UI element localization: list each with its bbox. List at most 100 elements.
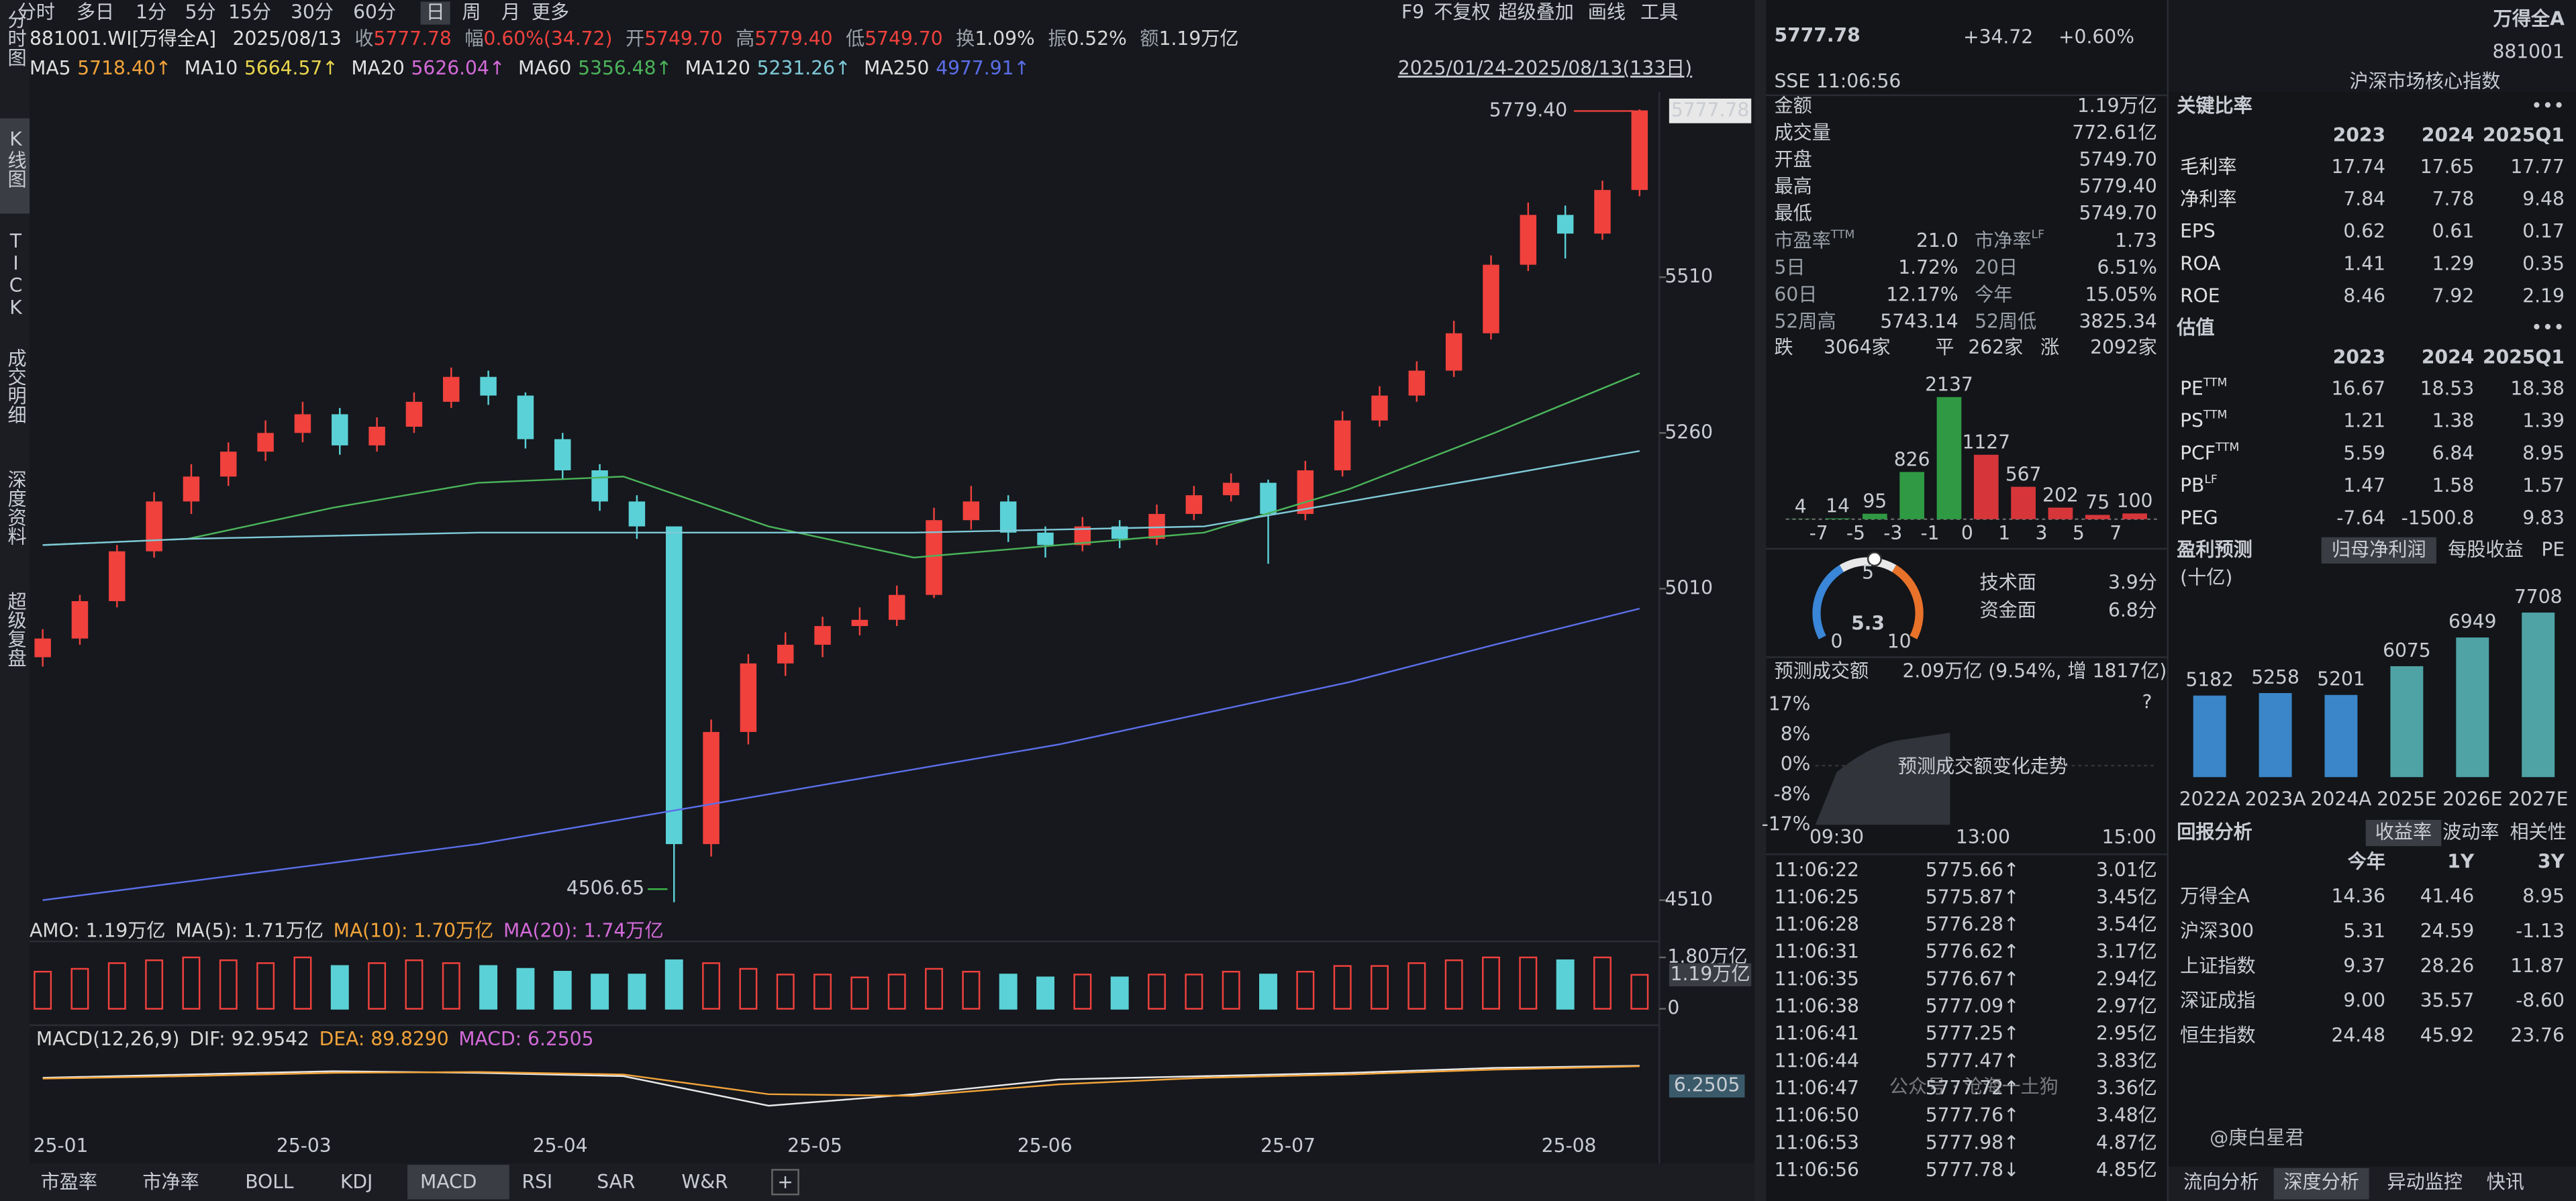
x-tick-label: 25-04 bbox=[533, 1135, 588, 1157]
forecast-tab[interactable]: 每股收益 bbox=[2448, 538, 2524, 560]
candle-body bbox=[257, 433, 274, 452]
help-icon[interactable]: ? bbox=[2142, 691, 2152, 713]
tick-time: 11:06:47 bbox=[1775, 1077, 1859, 1099]
score-label: 资金面 bbox=[1979, 599, 2036, 621]
candle-body bbox=[1483, 264, 1499, 333]
bar bbox=[2048, 507, 2073, 519]
period-tab[interactable]: 更多 bbox=[532, 1, 569, 23]
tool-button[interactable]: 工具 bbox=[1640, 1, 1678, 23]
more-button[interactable]: ••• bbox=[2531, 95, 2565, 117]
period-tab[interactable]: 15分 bbox=[228, 1, 271, 23]
cell: 28.26 bbox=[2420, 955, 2475, 977]
returns-tab[interactable]: 波动率 bbox=[2442, 821, 2499, 843]
panel-tab[interactable]: 异动监控 bbox=[2387, 1171, 2463, 1193]
stat-label-part: 今年 bbox=[1975, 283, 2012, 305]
period-tab[interactable]: 60分 bbox=[353, 1, 396, 23]
panel-tab[interactable]: 深度分析 bbox=[2283, 1171, 2359, 1193]
volume-bar bbox=[887, 974, 906, 1010]
cell: -1.13 bbox=[2516, 920, 2565, 942]
candle-body bbox=[1297, 470, 1314, 514]
exchange-time: SSE 11:06:56 bbox=[1775, 70, 1901, 92]
data-label: 202 bbox=[2042, 484, 2079, 506]
add-tab[interactable] bbox=[771, 1169, 799, 1196]
price-tag-label: 5777.78 bbox=[1671, 99, 1749, 121]
column-header: 1Y bbox=[2447, 851, 2475, 873]
volume-bar bbox=[813, 974, 832, 1010]
period-tab[interactable]: 1分 bbox=[136, 1, 166, 23]
side-bottom-bar bbox=[2168, 1166, 2576, 1201]
indicator-tab[interactable]: W&R bbox=[681, 1171, 728, 1193]
candle-body bbox=[1222, 482, 1240, 496]
volume-bar bbox=[1073, 974, 1092, 1010]
tool-button[interactable]: 不复权 bbox=[1434, 1, 1490, 23]
candle-body bbox=[294, 414, 311, 433]
y-tick-label: 5510 bbox=[1665, 265, 1713, 287]
row-label: 深证成指 bbox=[2180, 990, 2256, 1012]
data-label: 4 bbox=[1795, 495, 1807, 517]
stat-label-part: 20日 bbox=[1975, 256, 2018, 278]
more-button[interactable]: ••• bbox=[2531, 317, 2565, 339]
bar bbox=[2011, 486, 2036, 519]
indicator-tab[interactable]: KDJ bbox=[340, 1171, 373, 1193]
period-tab[interactable]: 多日 bbox=[77, 1, 114, 23]
active-tab bbox=[2273, 1168, 2369, 1200]
volume-bar bbox=[330, 965, 349, 1010]
period-tab[interactable]: 分时 bbox=[17, 1, 55, 23]
tool-button[interactable]: 画线 bbox=[1588, 1, 1626, 23]
stat-label: 60日 bbox=[1775, 283, 1818, 305]
returns-tab[interactable]: 相关性 bbox=[2510, 821, 2567, 843]
indicator-tab[interactable]: SAR bbox=[597, 1171, 635, 1193]
stat-label: 今年 bbox=[1975, 283, 2012, 305]
cell: 11.87 bbox=[2510, 955, 2565, 977]
side-tab[interactable]: 超级复盘 bbox=[5, 591, 27, 667]
bar bbox=[1973, 454, 1999, 519]
side-tab[interactable]: TICK bbox=[5, 230, 27, 319]
stat-label: 52周低 bbox=[1975, 310, 2036, 332]
period-tab[interactable]: 月 bbox=[501, 1, 520, 23]
score-label: 技术面 bbox=[1979, 571, 2036, 593]
indicator-tab[interactable]: BOLL bbox=[245, 1171, 294, 1193]
tool-button[interactable]: F9 bbox=[1401, 1, 1424, 23]
row-label: PEG bbox=[2180, 507, 2218, 529]
side-tab[interactable]: 成交明细 bbox=[5, 348, 27, 424]
indicator-tab[interactable]: RSI bbox=[522, 1171, 553, 1193]
forecast-tab[interactable]: 归母净利润 bbox=[2332, 538, 2426, 560]
data-label: 826 bbox=[1894, 448, 1930, 470]
cell: 0.35 bbox=[2522, 252, 2565, 274]
indicator-tab[interactable]: 市盈率 bbox=[41, 1171, 97, 1193]
period-tab[interactable]: 5分 bbox=[185, 1, 216, 23]
forecast-tab[interactable]: PE bbox=[2541, 538, 2565, 560]
candle-body bbox=[554, 439, 571, 470]
data-label: 5258 bbox=[2251, 666, 2299, 688]
period-tab[interactable]: 周 bbox=[462, 1, 481, 23]
tick-price: 5775.66↑ bbox=[1926, 859, 2020, 881]
tick-time: 11:06:41 bbox=[1775, 1023, 1859, 1045]
x-tick-label: -1 bbox=[1921, 522, 1940, 544]
indicator-tab[interactable]: 市净率 bbox=[142, 1171, 199, 1193]
cell: 5.59 bbox=[2343, 442, 2385, 464]
bar bbox=[1862, 513, 1887, 519]
indicator-tab[interactable]: MACD bbox=[420, 1171, 477, 1193]
panel-tab[interactable]: 快讯 bbox=[2487, 1171, 2524, 1193]
tool-button[interactable]: 超级叠加 bbox=[1498, 1, 1574, 23]
row-label-part: PB bbox=[2180, 474, 2204, 497]
side-tab[interactable]: 分时图 bbox=[5, 10, 27, 66]
x-tick-label: 09:30 bbox=[1810, 826, 1864, 848]
panel-tab[interactable]: 流向分析 bbox=[2183, 1171, 2259, 1193]
returns-tab[interactable]: 收益率 bbox=[2375, 821, 2432, 843]
period-tab[interactable]: 日 bbox=[426, 1, 445, 23]
data-label: 2137 bbox=[1925, 374, 1973, 396]
candle-body bbox=[851, 619, 869, 627]
column-header: 2024 bbox=[2422, 346, 2474, 368]
row-label: PBLF bbox=[2180, 473, 2218, 497]
bottom-tab-bar bbox=[0, 1163, 1755, 1201]
volume-bar bbox=[293, 956, 312, 1010]
side-tab[interactable]: 深度资料 bbox=[5, 470, 27, 545]
period-tab[interactable]: 30分 bbox=[291, 1, 334, 23]
x-tick-label: -7 bbox=[1810, 522, 1828, 544]
amo-legend-part: AMO: 1.19万亿 bbox=[30, 919, 166, 941]
cell: 8.46 bbox=[2343, 285, 2385, 307]
quote-line-part: 881001.WI[万得全A] bbox=[30, 28, 216, 50]
section-title: 盈利预测 bbox=[2177, 538, 2252, 560]
side-tab[interactable]: K线图 bbox=[5, 128, 27, 188]
